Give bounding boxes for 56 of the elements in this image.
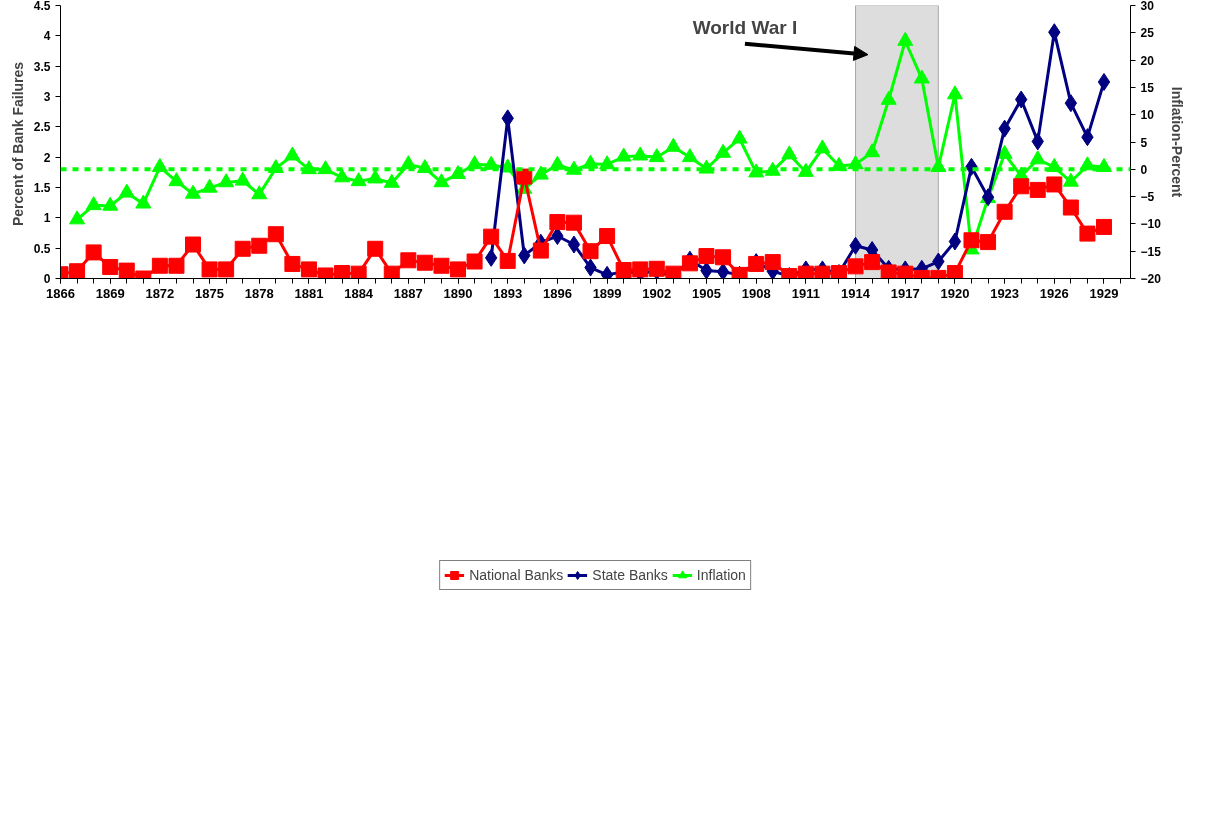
y-tick-label: 3.5 bbox=[33, 59, 51, 74]
legend-label: National Banks bbox=[469, 567, 564, 583]
y-tick-label: 0.5 bbox=[33, 241, 51, 256]
legend-label: State Banks bbox=[592, 567, 668, 583]
y2-tick-label: −5 bbox=[1140, 190, 1155, 205]
legend-label: Inflation bbox=[696, 567, 746, 583]
point bbox=[567, 235, 581, 254]
point bbox=[1064, 94, 1078, 113]
point bbox=[948, 232, 962, 251]
y2-tick-label: 10 bbox=[1140, 108, 1155, 123]
x-tick-label: 1875 bbox=[195, 285, 225, 301]
x-tick-label: 1923 bbox=[990, 285, 1020, 301]
x-tick-label: 1905 bbox=[692, 285, 721, 301]
y-tick-label: 3 bbox=[43, 90, 51, 104]
x-tick-label: 1899 bbox=[592, 285, 622, 301]
x-tick-label: 1872 bbox=[145, 285, 175, 301]
x-tick-label: 1878 bbox=[244, 285, 274, 301]
y2-tick-label: 5 bbox=[1140, 135, 1148, 150]
y2-tick-label: 30 bbox=[1140, 0, 1155, 13]
x-tick-label: 1926 bbox=[1039, 285, 1069, 301]
x-tick-label: 1914 bbox=[841, 285, 871, 301]
y-tick-label: 1.5 bbox=[33, 181, 51, 195]
y2-tick-label: −20 bbox=[1140, 272, 1162, 286]
x-tick-label: 1887 bbox=[393, 285, 423, 301]
x-tick-label: 1920 bbox=[940, 285, 970, 301]
band-label: World War I bbox=[692, 17, 798, 39]
y-tick-label: 4.5 bbox=[33, 0, 51, 13]
x-tick-label: 1866 bbox=[46, 285, 75, 301]
x-tick-label: 1929 bbox=[1089, 285, 1119, 301]
x-tick-label: 1893 bbox=[493, 285, 523, 301]
y-tick-label: 0 bbox=[43, 272, 51, 286]
x-tick-label: 1881 bbox=[294, 285, 324, 301]
point bbox=[1097, 72, 1111, 91]
x-tick-label: 1869 bbox=[95, 285, 125, 301]
y-axis-title: Percent of Bank Failures bbox=[9, 61, 26, 227]
y-tick-label: 2 bbox=[43, 150, 51, 165]
x-tick-label: 1911 bbox=[791, 285, 820, 301]
y2-tick-label: 25 bbox=[1140, 26, 1155, 41]
x-tick-label: 1884 bbox=[344, 285, 374, 301]
x-tick-label: 1902 bbox=[642, 285, 672, 301]
x-tick-label: 1908 bbox=[741, 285, 771, 301]
x-tick-label: 1890 bbox=[443, 285, 473, 301]
x-tick-label: 1917 bbox=[890, 285, 920, 301]
y2-tick-label: −10 bbox=[1140, 217, 1162, 232]
y2-tick-label: 15 bbox=[1140, 80, 1155, 95]
point bbox=[484, 248, 498, 267]
y2-tick-label: 20 bbox=[1140, 53, 1155, 68]
x-tick-label: 1896 bbox=[542, 285, 572, 301]
y-tick-label: 1 bbox=[43, 211, 51, 226]
y2-tick-label: 0 bbox=[1140, 162, 1148, 177]
point bbox=[716, 262, 730, 279]
y2-axis-title: Inflation-Percent bbox=[1168, 86, 1185, 198]
y-tick-label: 4 bbox=[43, 29, 51, 44]
y2-tick-label: −15 bbox=[1140, 244, 1162, 259]
y-tick-label: 2.5 bbox=[33, 120, 51, 135]
point bbox=[700, 261, 713, 279]
